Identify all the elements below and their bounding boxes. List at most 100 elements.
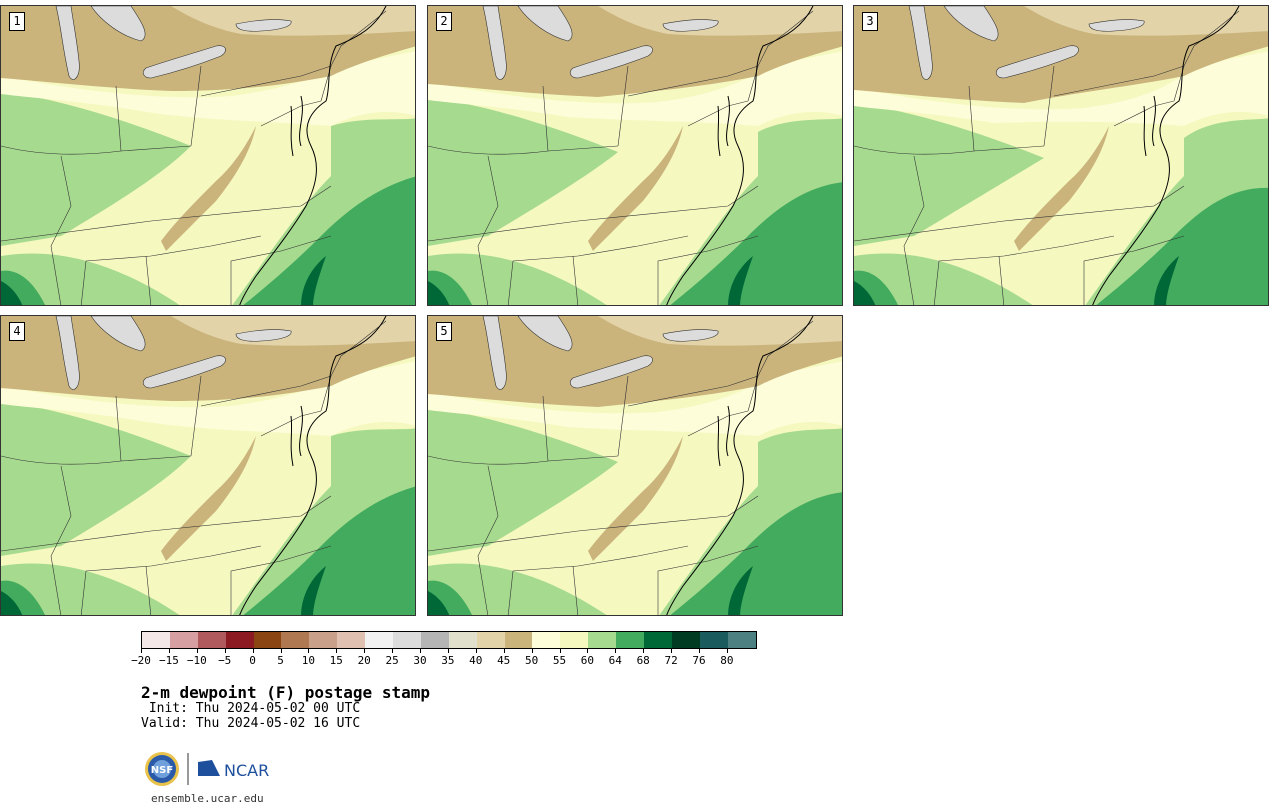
nsf-ncar-logo: NSF NCAR: [145, 752, 269, 786]
lake-huron: [943, 6, 999, 42]
colorbar-box: [337, 632, 366, 648]
coastline: [666, 6, 814, 305]
dewpoint-60-south: [1, 563, 180, 615]
colorbar-tick: [196, 649, 198, 653]
dewpoint-40-far-north: [171, 6, 415, 36]
state-boundary: [707, 545, 759, 562]
state-boundary: [572, 565, 579, 615]
lake-erie: [142, 45, 226, 79]
colorbar-tick: [475, 649, 477, 653]
mountain-dry-streak: [161, 126, 256, 251]
colorbar-tick-label: 45: [497, 654, 511, 667]
state-boundary: [200, 375, 332, 407]
panel-label: 3: [862, 12, 878, 31]
dewpoint-60-south: [428, 563, 607, 615]
state-boundary: [145, 255, 152, 305]
state-boundary: [428, 495, 759, 552]
coastline: [1092, 6, 1240, 305]
state-boundary: [115, 85, 122, 152]
dewpoint-50-band: [1, 51, 415, 126]
state-boundary: [1133, 235, 1185, 252]
dewpoint-40-far-north: [598, 6, 842, 36]
map-panel-2: 2: [427, 5, 843, 306]
state-boundary: [260, 410, 322, 437]
colorbar-box: [532, 632, 561, 648]
state-boundary: [998, 255, 1005, 305]
dewpoint-68-gulf: [1, 281, 23, 305]
colorbar-tick: [364, 649, 366, 653]
dewpoint-68-stream: [728, 566, 753, 615]
state-boundary: [627, 65, 759, 97]
colorbar-box: [476, 632, 505, 648]
dewpoint-68-gulf: [428, 281, 450, 305]
colorbar-tick: [559, 649, 561, 653]
colorbar-tick: [531, 649, 533, 653]
mountain-dry-streak: [588, 126, 683, 251]
colorbar-tick: [280, 649, 282, 653]
colorbar-tick: [252, 649, 254, 653]
state-boundary: [542, 85, 549, 152]
chesapeake-bay: [717, 405, 730, 467]
state-boundary: [320, 320, 387, 412]
colorbar-tick-label: 80: [720, 654, 734, 667]
colorbar-box: [393, 632, 421, 648]
lake-michigan: [482, 6, 507, 80]
colorbar-tick-label: 35: [441, 654, 455, 667]
state-boundary: [617, 375, 629, 457]
colorbar-tick-label: 25: [385, 654, 399, 667]
lake-ontario: [1088, 19, 1145, 32]
panel-label: 5: [436, 322, 452, 341]
state-boundary: [687, 410, 749, 437]
lake-erie: [995, 45, 1079, 79]
map-panel-4: 4: [0, 315, 416, 616]
lake-ontario: [662, 19, 719, 32]
state-boundary: [1053, 65, 1185, 97]
state-boundary: [280, 235, 332, 252]
lake-michigan: [908, 6, 933, 80]
dewpoint-64-ocean: [670, 182, 842, 305]
chesapeake-bay: [290, 95, 303, 157]
state-boundary: [903, 155, 925, 305]
colorbar-tick-label: 10: [301, 654, 316, 667]
state-boundary: [428, 185, 759, 242]
ncar-logo-text: NCAR: [224, 761, 269, 780]
state-boundary: [145, 565, 152, 615]
colorbar-tick-label: 15: [329, 654, 343, 667]
lake-huron: [90, 6, 146, 42]
colorbar-box: [588, 632, 617, 648]
panel-label: 1: [9, 12, 25, 31]
colorbar-tick-label: 68: [636, 654, 650, 667]
colorbar-tick: [671, 649, 673, 653]
colorbar-tick: [141, 649, 142, 653]
dewpoint-68-stream: [301, 256, 326, 305]
state-boundary: [280, 545, 332, 562]
state-boundary: [542, 395, 549, 462]
colorbar-tick: [420, 649, 421, 653]
lake-ontario: [662, 329, 719, 342]
state-boundary: [572, 255, 579, 305]
colorbar-tick-label: −20: [131, 654, 151, 667]
colorbar-tick-label: −10: [186, 654, 207, 667]
state-boundary: [428, 455, 619, 465]
dewpoint-68-stream: [301, 566, 326, 615]
dewpoint-64-ocean: [243, 486, 415, 615]
colorbar-box: [644, 632, 672, 648]
colorbar-tick-label: −5: [218, 654, 232, 667]
state-boundary: [747, 10, 814, 102]
state-boundary: [320, 10, 387, 102]
coastline: [239, 316, 387, 615]
colorbar-box: [253, 632, 282, 648]
state-boundary: [50, 155, 72, 305]
colorbar-tick: [336, 649, 338, 653]
map-panel-5: 5: [427, 315, 843, 616]
colorbar-ticks: −20 −15 −10 −5 0 5 10 15 20 25 30 35 40 45 50 55 60 64 68 7…: [131, 649, 756, 669]
init-time: Init: Thu 2024-05-02 00 UTC: [141, 701, 361, 716]
lake-erie: [569, 45, 653, 79]
dewpoint-50-band: [428, 51, 842, 126]
panel-label: 2: [436, 12, 452, 31]
colorbar-tick-label: 0: [249, 654, 256, 667]
state-boundary: [707, 235, 759, 252]
colorbar-box: [142, 632, 170, 648]
colorbar-box: [504, 632, 533, 648]
colorbar-tick: [615, 649, 617, 653]
